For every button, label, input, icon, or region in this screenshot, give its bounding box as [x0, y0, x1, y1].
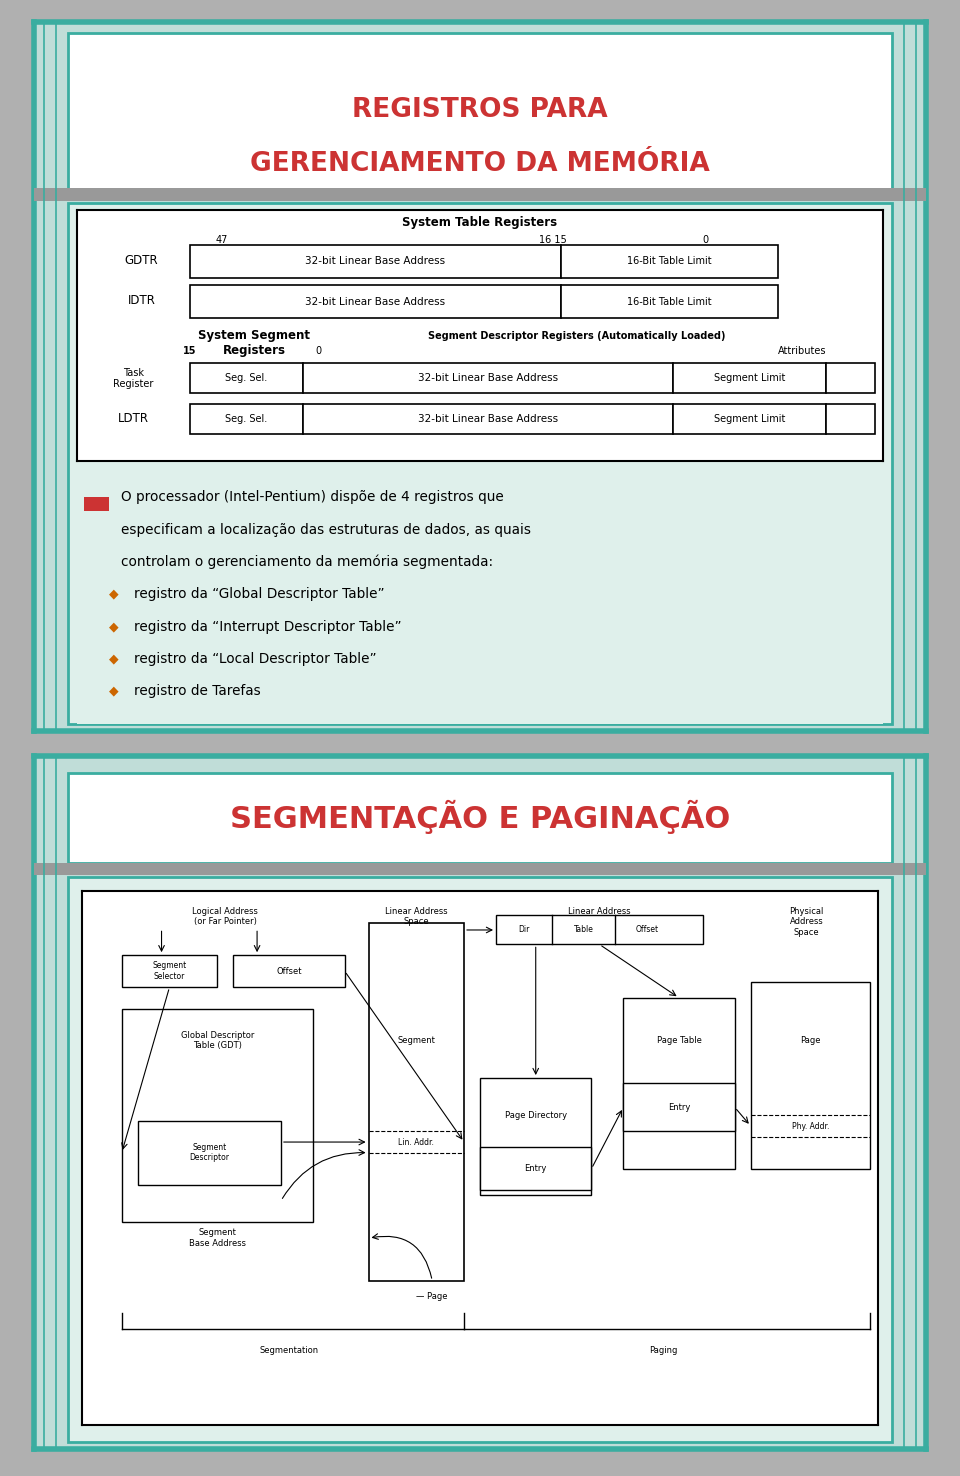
Text: 32-bit Linear Base Address: 32-bit Linear Base Address — [418, 413, 558, 424]
Text: O processador (Intel-Pentium) dispõe de 4 registros que: O processador (Intel-Pentium) dispõe de … — [122, 490, 504, 505]
Text: GDTR: GDTR — [125, 254, 158, 267]
Text: Task
Register: Task Register — [113, 368, 154, 390]
Text: 16-Bit Table Limit: 16-Bit Table Limit — [627, 257, 711, 267]
Bar — [827, 363, 875, 394]
Text: controlam o gerenciamento da memória segmentada:: controlam o gerenciamento da memória seg… — [122, 555, 493, 570]
Text: Seg. Sel.: Seg. Sel. — [226, 373, 268, 384]
Text: Dir: Dir — [518, 925, 530, 934]
Text: ◆: ◆ — [109, 652, 119, 666]
Bar — [67, 32, 893, 189]
Text: Global Descriptor
Table (GDT): Global Descriptor Table (GDT) — [180, 1030, 254, 1051]
Bar — [827, 403, 875, 434]
Text: Table: Table — [573, 925, 593, 934]
Text: ◆: ◆ — [109, 685, 119, 698]
Text: Segment
Descriptor: Segment Descriptor — [189, 1142, 229, 1163]
Bar — [561, 285, 779, 317]
Text: Attributes: Attributes — [778, 345, 827, 356]
Text: 0: 0 — [703, 235, 708, 245]
Text: registro da “Global Descriptor Table”: registro da “Global Descriptor Table” — [133, 587, 384, 601]
Text: SEGMENTAÇÃO E PAGINAÇÃO: SEGMENTAÇÃO E PAGINAÇÃO — [229, 800, 731, 834]
Text: ◆: ◆ — [109, 620, 119, 633]
Text: 32-bit Linear Base Address: 32-bit Linear Base Address — [305, 297, 445, 307]
Text: Segment
Selector: Segment Selector — [153, 961, 186, 982]
Bar — [67, 877, 893, 1442]
Text: System Table Registers: System Table Registers — [402, 215, 558, 229]
Bar — [190, 363, 302, 394]
Text: 15: 15 — [183, 345, 197, 356]
Text: 47: 47 — [216, 235, 228, 245]
Text: Page Directory: Page Directory — [505, 1111, 566, 1120]
Bar — [561, 245, 779, 277]
Text: 32-bit Linear Base Address: 32-bit Linear Base Address — [418, 373, 558, 384]
Bar — [480, 1147, 591, 1190]
Text: Offset: Offset — [636, 925, 659, 934]
Bar — [302, 403, 673, 434]
Bar — [34, 862, 926, 875]
Text: 16-Bit Table Limit: 16-Bit Table Limit — [627, 297, 711, 307]
Text: registro de Tarefas: registro de Tarefas — [133, 685, 260, 698]
Text: Phy. Addr.: Phy. Addr. — [792, 1122, 829, 1131]
Bar — [369, 922, 464, 1281]
Text: Entry: Entry — [668, 1103, 690, 1111]
Text: IDTR: IDTR — [128, 294, 156, 307]
Bar — [34, 187, 926, 201]
Bar — [496, 915, 703, 945]
Text: Segment: Segment — [397, 1036, 435, 1045]
Text: LDTR: LDTR — [118, 412, 149, 425]
Text: ◆: ◆ — [109, 587, 119, 601]
Bar — [190, 285, 561, 317]
Bar — [623, 1083, 734, 1132]
Text: registro da “Local Descriptor Table”: registro da “Local Descriptor Table” — [133, 652, 376, 666]
Text: — Page: — Page — [417, 1293, 447, 1302]
Text: Linear Address
Space: Linear Address Space — [385, 908, 447, 927]
Text: Entry: Entry — [524, 1165, 547, 1173]
Bar — [137, 1120, 281, 1185]
Text: Segment Descriptor Registers (Automatically Loaded): Segment Descriptor Registers (Automatica… — [428, 331, 726, 341]
Text: Segment Limit: Segment Limit — [714, 373, 785, 384]
Text: 16 15: 16 15 — [539, 235, 566, 245]
Text: Page Table: Page Table — [657, 1036, 702, 1045]
Bar — [480, 1077, 591, 1196]
Text: Physical
Address
Space: Physical Address Space — [789, 908, 824, 937]
Bar — [122, 1008, 313, 1222]
Text: Paging: Paging — [649, 1346, 678, 1355]
Text: Seg. Sel.: Seg. Sel. — [226, 413, 268, 424]
Bar — [67, 202, 893, 723]
Text: Segmentation: Segmentation — [259, 1346, 319, 1355]
Bar — [190, 403, 302, 434]
Text: REGISTROS PARA: REGISTROS PARA — [352, 97, 608, 123]
Text: System Segment: System Segment — [199, 329, 310, 342]
Text: Offset: Offset — [276, 967, 301, 976]
Text: 32-bit Linear Base Address: 32-bit Linear Base Address — [305, 257, 445, 267]
Text: Segment Limit: Segment Limit — [714, 413, 785, 424]
Bar — [673, 403, 827, 434]
Text: Logical Address
(or Far Pointer): Logical Address (or Far Pointer) — [192, 908, 258, 927]
Text: 0: 0 — [316, 345, 322, 356]
Bar — [84, 497, 109, 512]
Text: registro da “Interrupt Descriptor Table”: registro da “Interrupt Descriptor Table” — [133, 620, 401, 633]
Text: Lin. Addr.: Lin. Addr. — [398, 1138, 434, 1147]
Bar — [190, 245, 561, 277]
Bar — [302, 363, 673, 394]
Text: Segment
Base Address: Segment Base Address — [189, 1228, 246, 1247]
Bar — [751, 982, 870, 1169]
Text: GERENCIAMENTO DA MEMÓRIA: GERENCIAMENTO DA MEMÓRIA — [251, 151, 709, 177]
Bar — [67, 773, 893, 863]
Bar — [122, 955, 217, 987]
Bar — [233, 955, 345, 987]
Text: especificam a localização das estruturas de dados, as quais: especificam a localização das estruturas… — [122, 523, 532, 537]
Text: Registers: Registers — [223, 344, 286, 357]
Bar — [673, 363, 827, 394]
Bar — [623, 998, 734, 1169]
Text: Linear Address: Linear Address — [568, 908, 631, 917]
Text: Page: Page — [800, 1036, 821, 1045]
